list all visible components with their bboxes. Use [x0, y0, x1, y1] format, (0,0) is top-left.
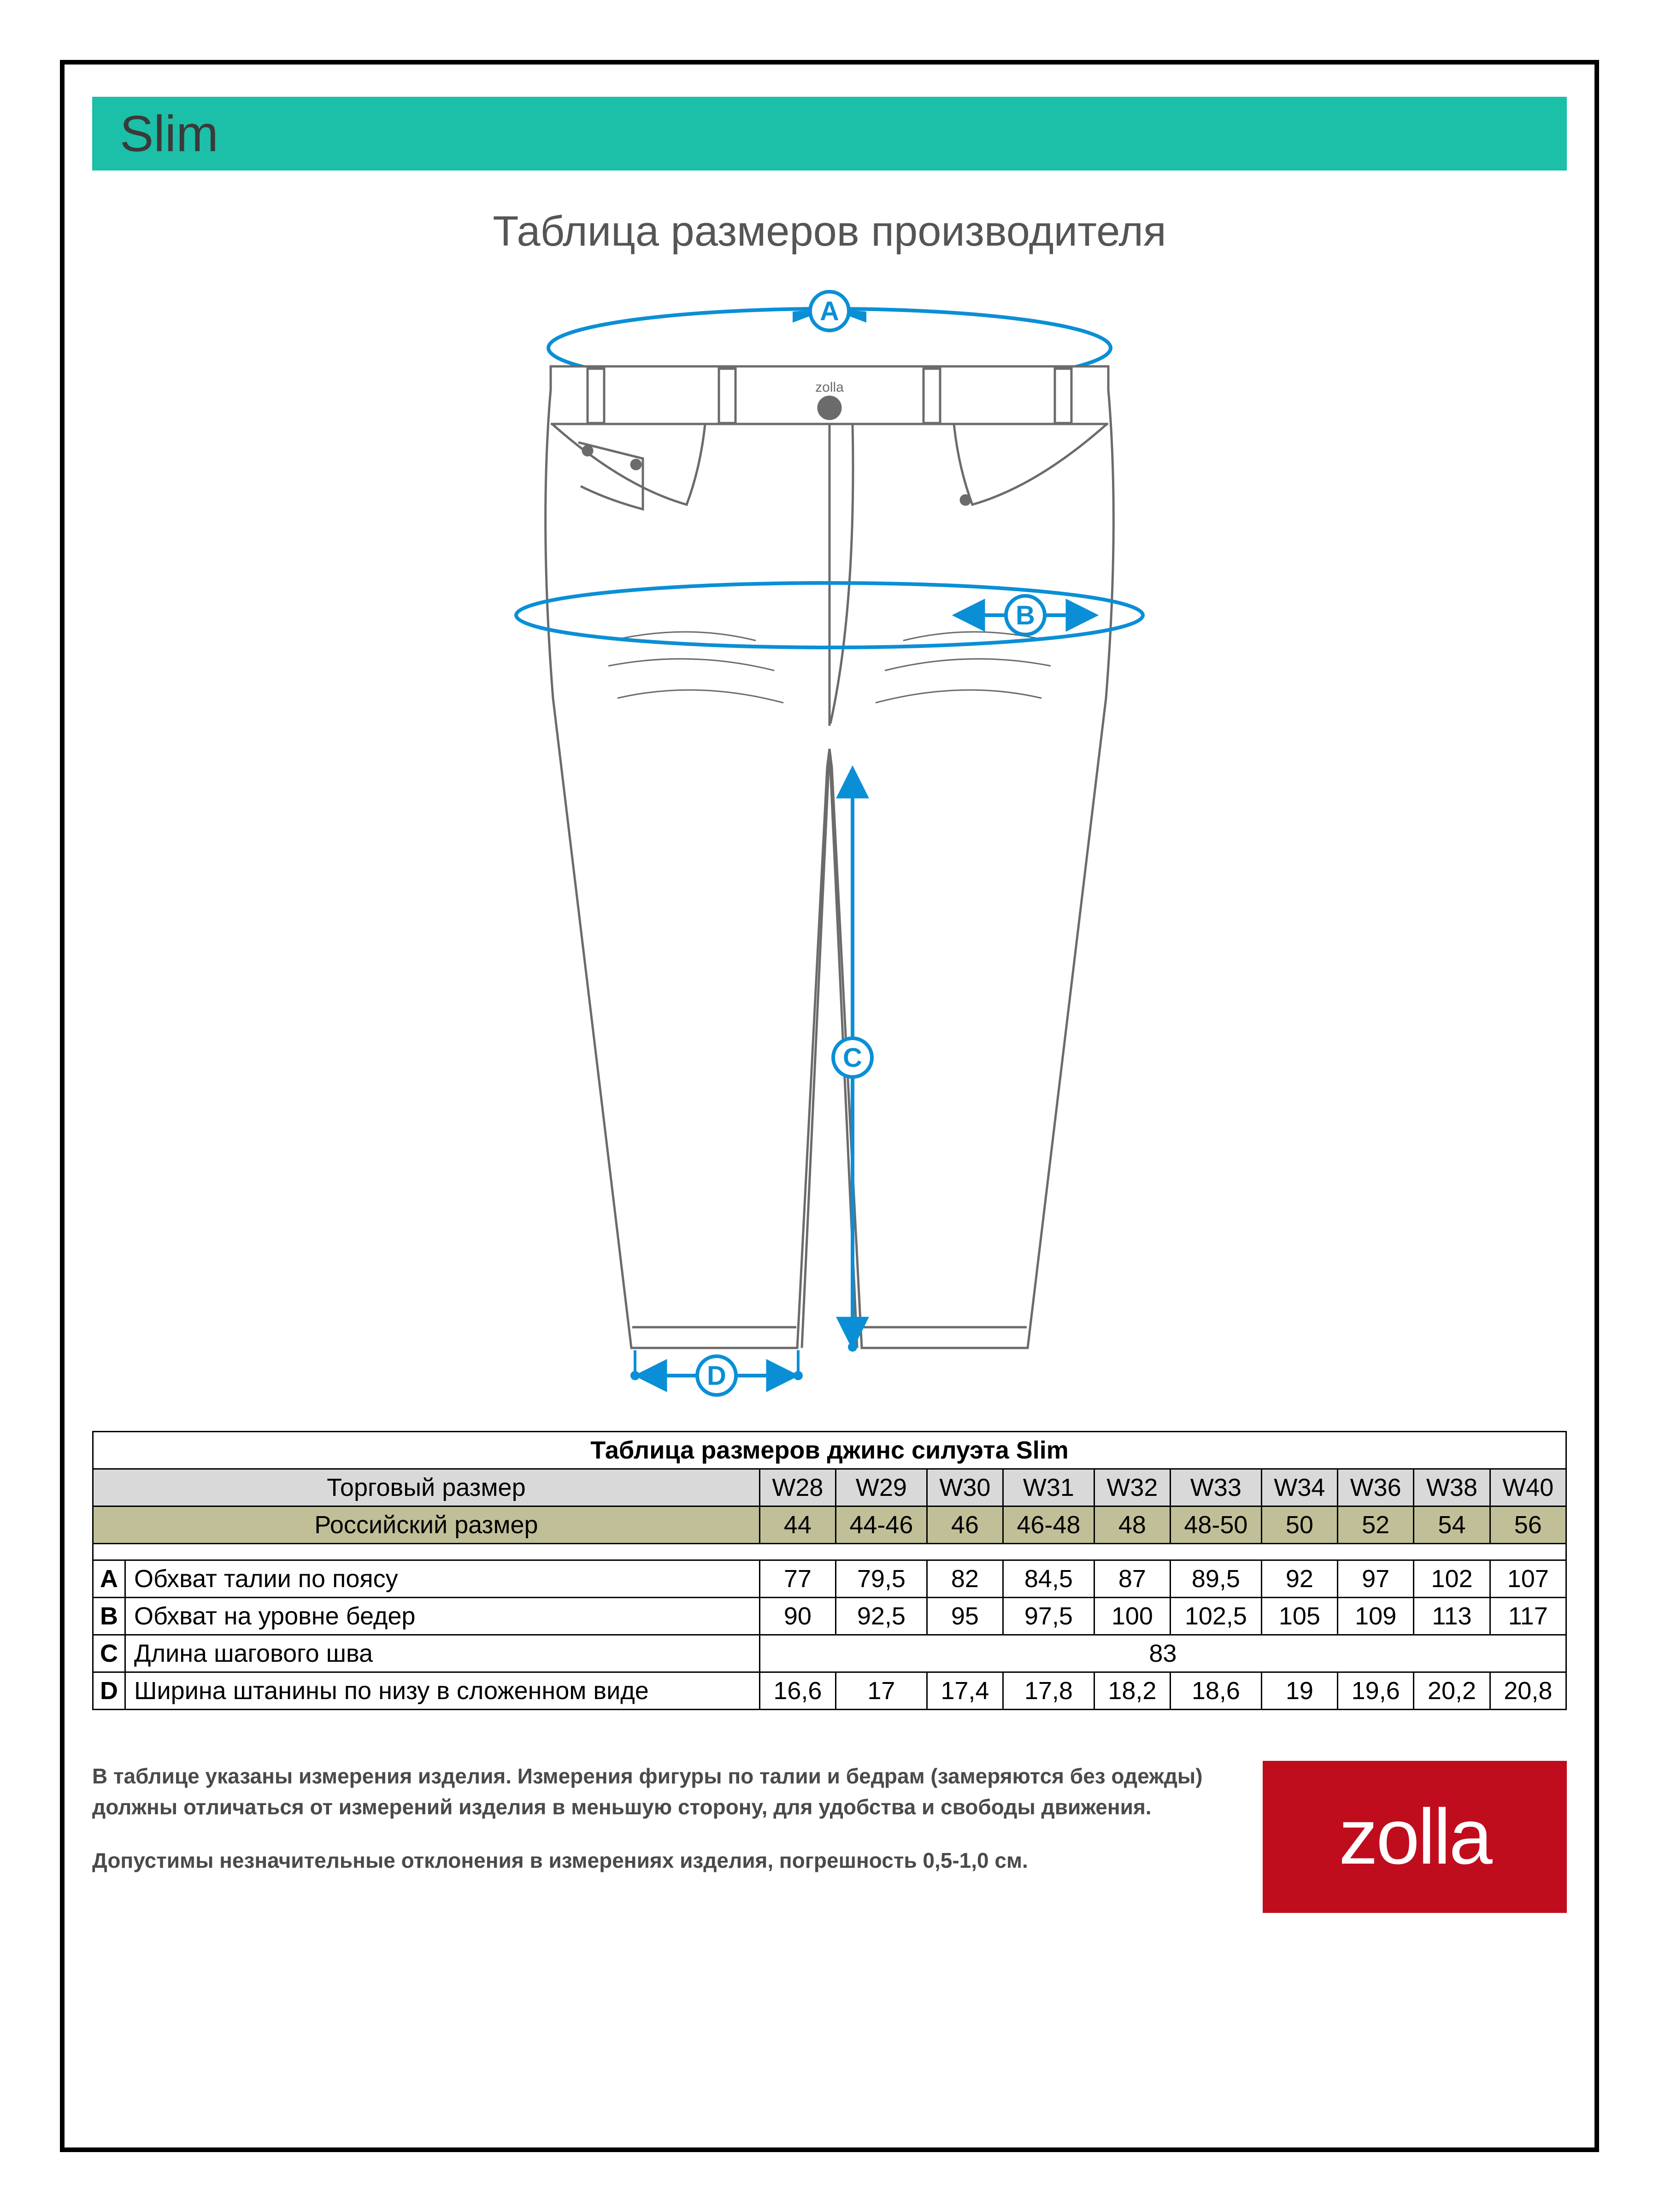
trade-size-label: Торговый размер [93, 1469, 760, 1506]
trade-size-cell: W38 [1414, 1469, 1490, 1506]
table-row: AОбхват талии по поясу7779,58284,58789,5… [93, 1560, 1566, 1598]
ru-size-label: Российский размер [93, 1506, 760, 1544]
row-value-cell: 107 [1490, 1560, 1566, 1598]
marker-b-label: B [1016, 600, 1035, 630]
row-value-cell: 92,5 [836, 1598, 927, 1635]
row-value-cell: 117 [1490, 1598, 1566, 1635]
brand-logo-text: zolla [1339, 1792, 1491, 1882]
row-letter: D [93, 1672, 125, 1710]
row-value-cell: 90 [759, 1598, 835, 1635]
row-value-cell: 95 [927, 1598, 1003, 1635]
row-letter: A [93, 1560, 125, 1598]
footer-notes: В таблице указаны измерения изделия. Изм… [92, 1761, 1235, 1899]
size-table-wrap: Таблица размеров джинс силуэта SlimТорго… [92, 1431, 1567, 1710]
row-merged-value: 83 [759, 1635, 1566, 1672]
ru-size-cell: 46-48 [1003, 1506, 1094, 1544]
row-value-cell: 82 [927, 1560, 1003, 1598]
page-title: Таблица размеров производителя [65, 207, 1594, 256]
pants-outline: zolla [546, 366, 1114, 1348]
row-value-cell: 92 [1261, 1560, 1337, 1598]
ru-size-cell: 48 [1094, 1506, 1170, 1544]
table-row: CДлина шагового шва83 [93, 1635, 1566, 1672]
row-value-cell: 79,5 [836, 1560, 927, 1598]
row-label: Ширина штанины по низу в сложенном виде [125, 1672, 760, 1710]
row-value-cell: 18,2 [1094, 1672, 1170, 1710]
trade-size-cell: W40 [1490, 1469, 1566, 1506]
trade-size-cell: W31 [1003, 1469, 1094, 1506]
header-label: Slim [120, 105, 218, 163]
row-value-cell: 84,5 [1003, 1560, 1094, 1598]
row-value-cell: 19 [1261, 1672, 1337, 1710]
row-value-cell: 17,4 [927, 1672, 1003, 1710]
ru-size-cell: 52 [1338, 1506, 1414, 1544]
footer-note-1: В таблице указаны измерения изделия. Изм… [92, 1761, 1235, 1822]
ru-size-cell: 44-46 [836, 1506, 927, 1544]
ru-size-cell: 48-50 [1171, 1506, 1262, 1544]
row-value-cell: 97 [1338, 1560, 1414, 1598]
row-label: Обхват талии по поясу [125, 1560, 760, 1598]
measure-d: D [630, 1350, 803, 1395]
content-frame: Slim Таблица размеров производителя A [60, 60, 1599, 2152]
row-letter: B [93, 1598, 125, 1635]
brand-logo: zolla [1263, 1761, 1567, 1913]
pants-diagram-svg: A zolla [461, 283, 1198, 1412]
row-value-cell: 77 [759, 1560, 835, 1598]
trade-size-cell: W29 [836, 1469, 927, 1506]
header-bar: Slim [92, 97, 1567, 171]
table-title: Таблица размеров джинс силуэта Slim [93, 1432, 1566, 1469]
footer-note-2: Допустимы незначительные отклонения в из… [92, 1845, 1235, 1876]
table-row: DШирина штанины по низу в сложенном виде… [93, 1672, 1566, 1710]
trade-size-cell: W30 [927, 1469, 1003, 1506]
ru-size-cell: 50 [1261, 1506, 1337, 1544]
row-value-cell: 102,5 [1171, 1598, 1262, 1635]
row-value-cell: 100 [1094, 1598, 1170, 1635]
ru-size-cell: 56 [1490, 1506, 1566, 1544]
row-value-cell: 87 [1094, 1560, 1170, 1598]
trade-size-cell: W32 [1094, 1469, 1170, 1506]
trade-size-cell: W36 [1338, 1469, 1414, 1506]
row-value-cell: 18,6 [1171, 1672, 1262, 1710]
row-value-cell: 17,8 [1003, 1672, 1094, 1710]
row-value-cell: 105 [1261, 1598, 1337, 1635]
row-value-cell: 17 [836, 1672, 927, 1710]
ru-size-cell: 46 [927, 1506, 1003, 1544]
row-value-cell: 20,2 [1414, 1672, 1490, 1710]
row-letter: C [93, 1635, 125, 1672]
row-value-cell: 16,6 [759, 1672, 835, 1710]
table-row: BОбхват на уровне бедер9092,59597,510010… [93, 1598, 1566, 1635]
table-spacer [93, 1544, 1566, 1560]
row-label: Длина шагового шва [125, 1635, 760, 1672]
row-value-cell: 113 [1414, 1598, 1490, 1635]
marker-a-label: A [820, 296, 839, 326]
row-value-cell: 20,8 [1490, 1672, 1566, 1710]
marker-d-label: D [707, 1361, 726, 1391]
footer: В таблице указаны измерения изделия. Изм… [92, 1761, 1567, 1913]
row-value-cell: 97,5 [1003, 1598, 1094, 1635]
trade-size-cell: W33 [1171, 1469, 1262, 1506]
ru-size-cell: 44 [759, 1506, 835, 1544]
pants-brand-label: zolla [815, 380, 844, 395]
page: Slim Таблица размеров производителя A [0, 0, 1659, 2212]
row-value-cell: 89,5 [1171, 1560, 1262, 1598]
row-value-cell: 102 [1414, 1560, 1490, 1598]
trade-size-cell: W34 [1261, 1469, 1337, 1506]
trade-size-cell: W28 [759, 1469, 835, 1506]
pants-diagram: A zolla [65, 283, 1594, 1412]
row-value-cell: 109 [1338, 1598, 1414, 1635]
row-label: Обхват на уровне бедер [125, 1598, 760, 1635]
ru-size-cell: 54 [1414, 1506, 1490, 1544]
row-value-cell: 19,6 [1338, 1672, 1414, 1710]
size-table: Таблица размеров джинс силуэта SlimТорго… [92, 1431, 1567, 1710]
marker-c-label: C [843, 1043, 862, 1073]
